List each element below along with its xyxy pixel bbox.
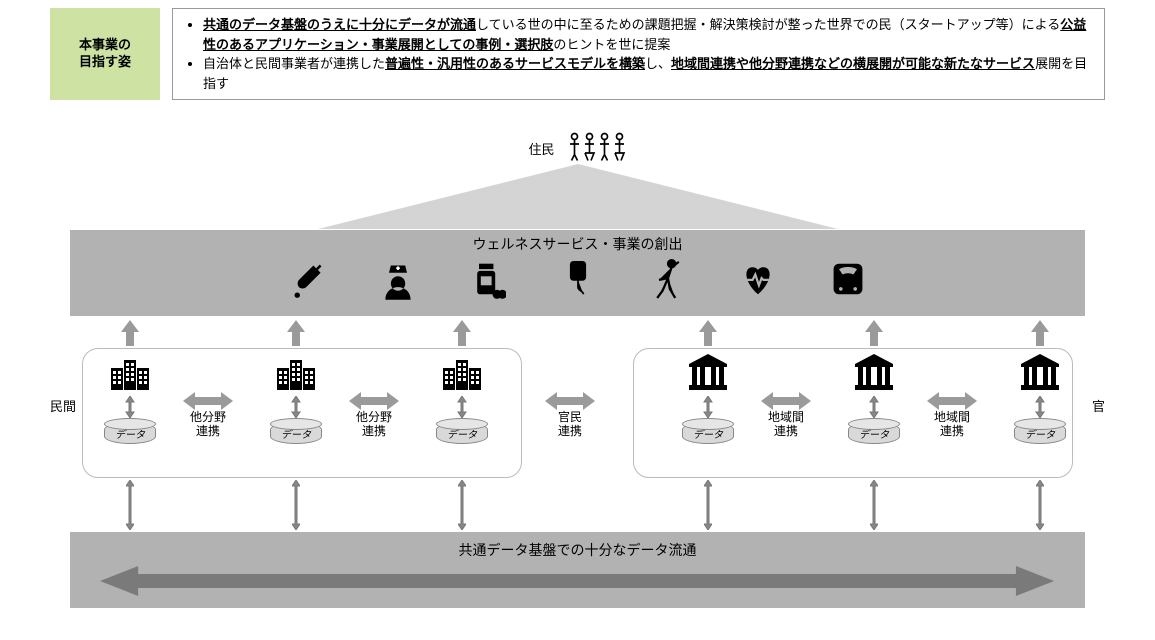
h-double-arrow-link: 官民 連携 <box>530 392 610 439</box>
v-double-arrow-icon <box>291 396 301 418</box>
stretch-icon <box>650 258 686 303</box>
heart-icon <box>740 258 776 303</box>
link-label: 他分野 連携 <box>356 410 392 439</box>
residents-row: 住民 <box>50 130 1105 167</box>
wellness-bar: ウェルネスサービス・事業の創出 <box>70 230 1085 316</box>
up-arrow <box>865 320 883 346</box>
gov-entity: データ <box>678 354 738 444</box>
h-double-arrow-link: 他分野 連携 <box>168 392 248 439</box>
h-double-arrow-link: 地域間 連携 <box>746 392 826 439</box>
diagram-area: 住民 ウェルネスサービス・事業の創出 <box>50 130 1105 640</box>
data-cylinder: データ <box>104 422 156 444</box>
data-platform-title: 共通データ基盤での十分なデータ流通 <box>70 540 1085 560</box>
iv-drip-icon <box>560 258 596 303</box>
dropper-icon <box>290 258 326 303</box>
data-cylinder: データ <box>270 422 322 444</box>
bullet-1: 共通のデータ基盤のうえに十分にデータが流通している世の中に至るための課題把握・解… <box>203 15 1092 54</box>
huge-double-arrow <box>100 566 1054 596</box>
wellness-icon-row <box>70 258 1085 303</box>
up-arrow <box>453 320 471 346</box>
data-cylinder: データ <box>682 422 734 444</box>
up-arrow <box>1031 320 1049 346</box>
side-label-private: 民間 <box>50 396 76 415</box>
company-entity: データ <box>432 354 492 444</box>
v-double-arrow-icon <box>458 480 466 530</box>
link-label: 地域間 連携 <box>768 410 804 439</box>
h-double-arrow-link: 他分野 連携 <box>334 392 414 439</box>
medicine-icon <box>470 258 506 303</box>
goal-box: 本事業の 目指す姿 <box>50 8 160 100</box>
v-double-arrow-icon <box>704 480 712 530</box>
v-double-arrow-icon <box>125 396 135 418</box>
company-entity: データ <box>266 354 326 444</box>
scale-icon <box>830 258 866 303</box>
side-label-public: 官 <box>1092 396 1105 415</box>
data-cylinder: データ <box>436 422 488 444</box>
v-double-arrow-icon <box>126 480 134 530</box>
data-platform-bar: 共通データ基盤での十分なデータ流通 <box>70 532 1085 608</box>
data-cylinder: データ <box>848 422 900 444</box>
up-arrow <box>699 320 717 346</box>
v-double-arrow-icon <box>1036 480 1044 530</box>
nurse-icon <box>380 258 416 303</box>
v-double-arrow-icon <box>703 396 713 418</box>
bullet-2: 自治体と民間事業者が連携した普遍性・汎用性のあるサービスモデルを構築し、地域間連… <box>203 54 1092 93</box>
link-label: 官民 連携 <box>558 410 582 439</box>
gov-entity: データ <box>1010 354 1070 444</box>
up-arrow <box>121 320 139 346</box>
v-double-arrow-icon <box>870 480 878 530</box>
people-icon <box>567 130 627 167</box>
residents-label: 住民 <box>528 139 554 158</box>
description-box: 共通のデータ基盤のうえに十分にデータが流通している世の中に至るための課題把握・解… <box>172 8 1105 100</box>
v-double-arrow-icon <box>1035 396 1045 418</box>
gov-entity: データ <box>844 354 904 444</box>
h-double-arrow-link: 地域間 連携 <box>912 392 992 439</box>
header: 本事業の 目指す姿 共通のデータ基盤のうえに十分にデータが流通している世の中に至… <box>0 0 1155 100</box>
data-cylinder: データ <box>1014 422 1066 444</box>
v-double-arrow-icon <box>869 396 879 418</box>
company-entity: データ <box>100 354 160 444</box>
up-arrow <box>287 320 305 346</box>
funnel-triangle <box>318 164 838 229</box>
link-label: 地域間 連携 <box>934 410 970 439</box>
v-double-arrow-icon <box>292 480 300 530</box>
link-label: 他分野 連携 <box>190 410 226 439</box>
v-double-arrow-icon <box>457 396 467 418</box>
wellness-title: ウェルネスサービス・事業の創出 <box>70 234 1085 254</box>
